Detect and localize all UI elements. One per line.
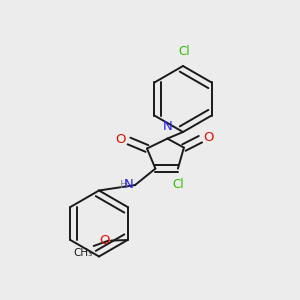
Text: Cl: Cl	[173, 178, 184, 190]
Text: N: N	[124, 178, 134, 191]
Text: H: H	[120, 179, 128, 190]
Text: N: N	[163, 120, 172, 133]
Text: CH₃: CH₃	[74, 248, 93, 257]
Text: O: O	[203, 131, 214, 144]
Text: O: O	[116, 133, 126, 146]
Text: O: O	[99, 234, 110, 247]
Text: Cl: Cl	[179, 46, 190, 59]
